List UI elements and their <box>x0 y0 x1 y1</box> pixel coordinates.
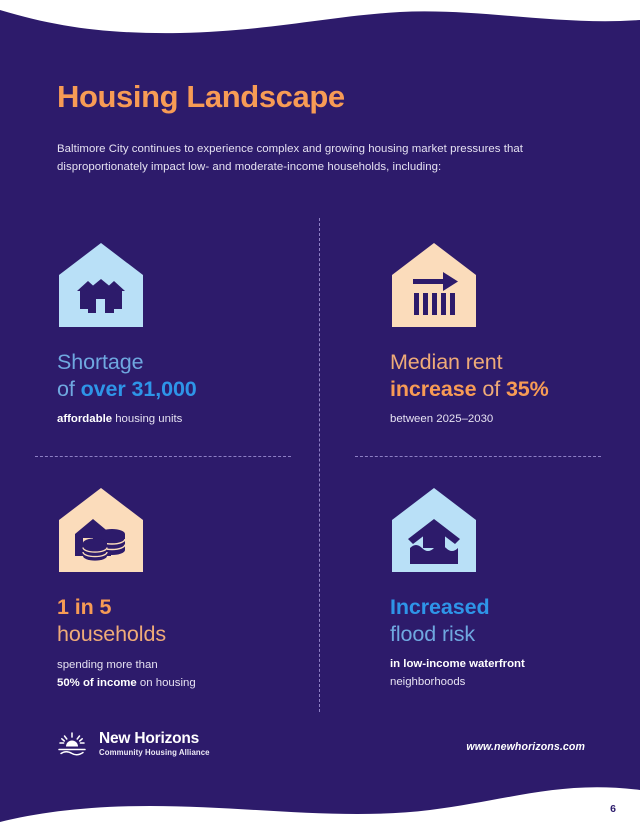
stat-subtext: in low-income waterfront neighborhoods <box>390 656 525 691</box>
stat-headline-line1: Increased <box>390 595 490 619</box>
stat-subtext-line1: spending more than <box>57 659 158 671</box>
sunrise-over-waves-icon <box>58 732 86 756</box>
intro-paragraph: Baltimore City continues to experience c… <box>57 143 523 173</box>
rent-increase-arrow-icon <box>392 243 476 327</box>
stat-headline-line2-plain: of <box>57 376 81 401</box>
stat-headline: Median rent increase of 35% <box>390 349 549 402</box>
stat-subtext: between 2025–2030 <box>390 411 549 429</box>
stat-subtext-line2: neighborhoods <box>390 675 466 688</box>
stat-headline: 1 in 5 households <box>57 594 196 648</box>
stat-headline-line1: 1 in 5 <box>57 595 112 619</box>
stat-headline-line2-bold2: 35% <box>505 376 549 401</box>
stat-subtext: spending more than 50% of income on hous… <box>57 657 196 692</box>
stat-block-shortage: Shortage of over 31,000 affordable housi… <box>57 241 197 429</box>
stat-headline-line2-plain: of <box>476 376 506 401</box>
stat-subtext: affordable housing units <box>57 411 197 429</box>
stat-subtext-line2-plain: on housing <box>136 676 196 689</box>
stat-block-median-rent: Median rent increase of 35% between 2025… <box>390 241 549 429</box>
stat-subtext-plain: between 2025–2030 <box>390 413 494 425</box>
stat-headline-line1: Median rent <box>390 350 503 374</box>
stat-subtext-line1: in low-income waterfront <box>390 658 525 670</box>
website-url[interactable]: www.newhorizons.com <box>466 741 585 753</box>
page-title: Housing Landscape <box>57 79 345 114</box>
house-coins-icon <box>59 488 143 572</box>
stat-headline-line2-bold: increase <box>390 376 477 401</box>
stat-block-flood-risk: Increased flood risk in low-income water… <box>390 486 525 691</box>
stat-subtext-bold: affordable <box>57 413 113 425</box>
logo-tagline: Community Housing Alliance <box>99 748 210 757</box>
logo-name: New Horizons <box>99 730 200 747</box>
stat-subtext-plain: housing units <box>112 413 183 425</box>
stat-headline-line1: Shortage <box>57 350 144 374</box>
house-duplex-icon <box>59 243 143 327</box>
horizontal-dashed-divider-left <box>35 456 291 457</box>
stat-subtext-line2-bold: 50% of income <box>57 676 137 689</box>
stat-headline: Shortage of over 31,000 <box>57 349 197 402</box>
horizontal-dashed-divider-right <box>355 456 601 457</box>
vertical-dashed-divider <box>319 218 320 712</box>
stat-headline-line2-bold: over 31,000 <box>80 376 197 401</box>
footer-logo[interactable]: New Horizons Community Housing Alliance <box>55 729 210 759</box>
house-flood-icon <box>392 488 476 572</box>
stat-headline: Increased flood risk <box>390 594 525 647</box>
stat-block-cost-burden: 1 in 5 households spending more than 50%… <box>57 486 196 692</box>
page-number: 6 <box>610 803 616 815</box>
stat-headline-line2: flood risk <box>390 621 476 646</box>
stat-headline-line2: households <box>57 622 166 646</box>
